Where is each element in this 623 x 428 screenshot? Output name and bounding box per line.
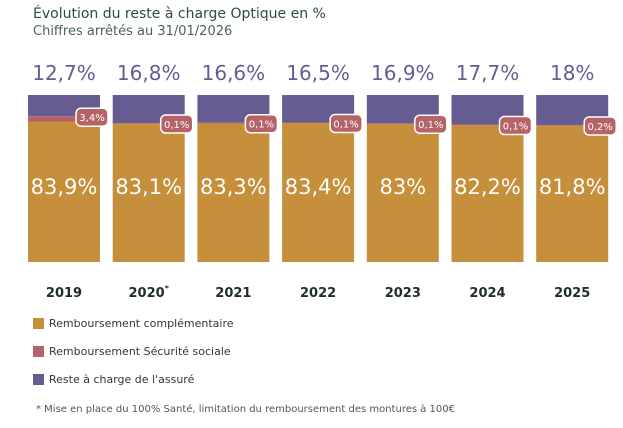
bar-secu-2019 — [28, 116, 100, 122]
label-reste-2019: 12,7% — [32, 61, 96, 85]
label-reste-2024: 17,7% — [456, 61, 520, 85]
bar-secu-2020* — [112, 123, 185, 124]
label-reste-2023: 16,9% — [371, 61, 435, 85]
label-complementaire-2020*: 83,1% — [115, 175, 182, 199]
label-reste-2021: 16,6% — [202, 61, 266, 85]
badge-secu-2025 — [583, 116, 617, 136]
bar-complementaire-2025 — [536, 125, 609, 262]
badge-secu-2023 — [414, 114, 448, 134]
tick-label-2023: 2023 — [385, 286, 421, 301]
tick-label-2021: 2021 — [215, 286, 251, 301]
bar-complementaire-2019 — [28, 121, 100, 263]
label-secu-2024: 0,1% — [503, 122, 528, 133]
badge-secu-2019 — [75, 107, 109, 127]
bar-complementaire-2024 — [451, 125, 524, 262]
badge-secu-2021 — [244, 113, 279, 134]
bar-complementaire-2020* — [112, 123, 185, 262]
tick-label-2024: 2024 — [469, 286, 505, 301]
label-reste-2022: 16,5% — [286, 61, 350, 85]
badge-secu-2020* — [159, 114, 194, 134]
badge-secu-2024 — [498, 115, 533, 136]
tick-label-2025: 2025 — [554, 286, 590, 301]
legend-item-secu: Remboursement Sécurité sociale — [33, 345, 231, 358]
tick-label-2020*: 2020* — [129, 284, 170, 301]
footnote: * Mise en place du 100% Santé, limitatio… — [36, 404, 456, 415]
label-secu-2022: 0,1% — [333, 120, 358, 131]
label-reste-2025: 18% — [550, 61, 594, 85]
chart-title: Évolution du reste à charge Optique en % — [33, 6, 326, 22]
label-secu-2020*: 0,1% — [164, 120, 189, 131]
asterisk: * — [165, 284, 170, 293]
legend-label: Remboursement Sécurité sociale — [49, 345, 231, 358]
label-secu-2023: 0,1% — [418, 120, 443, 131]
label-reste-2020*: 16,8% — [117, 61, 181, 85]
bar-complementaire-2022 — [282, 123, 355, 262]
bar-complementaire-2023 — [366, 124, 439, 262]
bar-secu-2025 — [536, 125, 609, 126]
legend-item-reste: Reste à charge de l'assuré — [33, 373, 194, 386]
label-secu-2019: 3,4% — [79, 113, 104, 124]
label-secu-2021: 0,1% — [249, 120, 274, 131]
bar-secu-2022 — [282, 122, 355, 124]
bar-complementaire-2021 — [197, 123, 270, 262]
label-complementaire-2023: 83% — [379, 175, 426, 199]
label-complementaire-2021: 83,3% — [200, 175, 267, 199]
chart-subtitle: Chiffres arrêtés au 31/01/2026 — [33, 24, 233, 39]
tick-label-2022: 2022 — [300, 286, 336, 301]
label-complementaire-2022: 83,4% — [285, 175, 352, 199]
legend-swatch — [33, 346, 44, 357]
tick-label-2019: 2019 — [46, 286, 82, 301]
bar-secu-2023 — [366, 123, 439, 125]
label-secu-2025: 0,2% — [587, 122, 612, 133]
legend-swatch — [33, 374, 44, 385]
legend-label: Reste à charge de l'assuré — [49, 373, 195, 386]
stacked-bar-chart: 12,7% 83,9% 3,4% 2019 16,8% 83,1% 0,1% 2020* 16,… — [28, 61, 617, 301]
legend-item-complementaire: Remboursement complémentaire — [33, 317, 234, 330]
bar-secu-2024 — [451, 124, 524, 126]
label-complementaire-2024: 82,2% — [454, 175, 521, 199]
legend-swatch — [33, 318, 44, 329]
label-complementaire-2025: 81,8% — [539, 175, 606, 199]
legend-label: Remboursement complémentaire — [49, 317, 234, 330]
badge-secu-2022 — [329, 113, 363, 134]
bar-secu-2021 — [197, 122, 270, 124]
label-complementaire-2019: 83,9% — [31, 175, 98, 199]
